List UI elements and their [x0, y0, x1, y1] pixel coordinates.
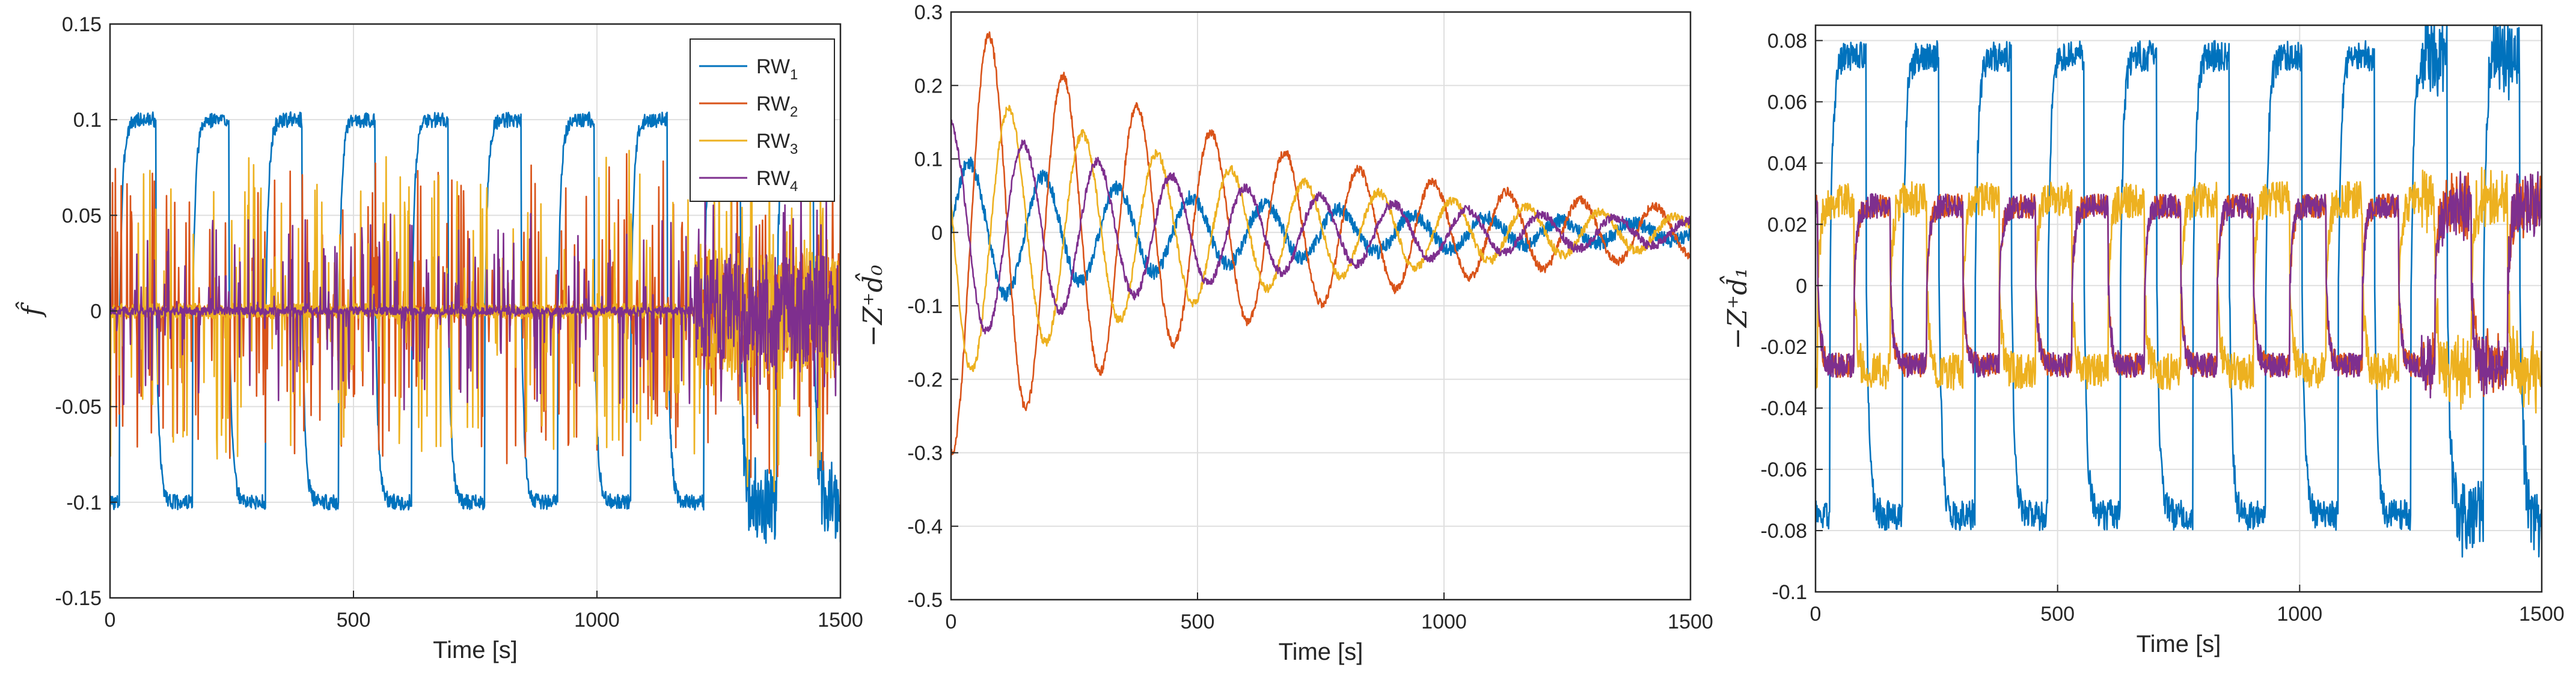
series-line-rw3 — [951, 105, 1690, 373]
y-tick-label: -0.15 — [55, 587, 102, 610]
x-tick-label: 500 — [1181, 610, 1215, 633]
x-tick-label: 0 — [1810, 603, 1822, 626]
x-tick-label: 1000 — [574, 609, 620, 632]
series-line-rw4 — [951, 119, 1690, 335]
y-tick-label: 0 — [90, 300, 102, 323]
y-tick-label: -0.4 — [907, 516, 943, 538]
y-tick-label: -0.1 — [66, 492, 102, 514]
x-tick-label: 1500 — [1668, 610, 1713, 633]
y-tick-label: -0.06 — [1761, 458, 1808, 481]
x-tick-label: 1000 — [2277, 603, 2323, 626]
y-tick-label: 0.02 — [1767, 213, 1807, 236]
y-tick-label: -0.05 — [55, 396, 102, 419]
chart-panel-d0: 0 500 1000 1500 -0.5 -0.4 -0.3 -0.2 -0.1 0 0.1 0.2 0… — [854, 1, 1713, 665]
x-tick-label: 500 — [2040, 603, 2075, 626]
y-tick-label: 0.15 — [62, 13, 102, 36]
series-line-rw3 — [1816, 166, 2542, 414]
x-tick-label: 0 — [946, 610, 957, 633]
x-axis-label: Time [s] — [1279, 639, 1363, 665]
y-tick-label: 0.04 — [1767, 152, 1807, 175]
plot-frame — [1814, 24, 2543, 593]
chart-panel-f-hat: 0 500 1000 1500 -0.15 -0.1 -0.05 0 0.05 0.1 0.15 T… — [14, 13, 863, 663]
x-tick-label: 1500 — [2519, 603, 2565, 626]
y-tick-label: -0.1 — [907, 295, 943, 318]
y-tick-label: 0 — [1796, 275, 1807, 297]
y-tick-label: -0.2 — [907, 368, 943, 391]
y-axis-label: −Z⁺d̂₁ — [1718, 267, 1753, 349]
series-line-rw2 — [951, 31, 1690, 455]
y-tick-label: 0 — [931, 222, 943, 245]
y-tick-label: 0.2 — [914, 75, 943, 97]
y-tick-label: -0.1 — [1772, 581, 1807, 604]
chart-panel-d1: 0 500 1000 1500 -0.1 -0.08 -0.06 -0.04 -0.02 0 0.0… — [1718, 24, 2565, 657]
x-tick-label: 0 — [105, 609, 116, 632]
y-tick-label: -0.08 — [1761, 520, 1808, 543]
plot-area — [1816, 25, 2542, 592]
y-tick-label: 0.3 — [914, 1, 943, 24]
y-tick-label: -0.02 — [1761, 336, 1808, 359]
y-tick-label: 0.05 — [62, 204, 102, 227]
x-tick-label: 1000 — [1421, 610, 1467, 633]
y-tick-label: 0.08 — [1767, 29, 1807, 52]
y-tick-label: 0.1 — [914, 148, 943, 171]
legend: RW1 RW2 RW3 RW4 — [690, 38, 835, 202]
x-tick-label: 1500 — [818, 609, 863, 632]
x-axis-label: Time [s] — [433, 637, 518, 663]
series-line-rw4 — [110, 180, 840, 424]
x-axis-label: Time [s] — [2137, 631, 2221, 657]
y-axis-label: −Z⁺d̂₀ — [854, 264, 889, 347]
series-line-rw1 — [1816, 25, 2542, 558]
y-axis-label: f̂ — [14, 301, 47, 318]
y-tick-label: -0.5 — [907, 589, 943, 612]
y-tick-label: -0.3 — [907, 442, 943, 465]
y-tick-label: 0.1 — [73, 109, 102, 132]
legend-label: RW4 — [756, 167, 798, 195]
legend-label: RW3 — [756, 130, 798, 157]
x-tick-label: 500 — [337, 609, 371, 632]
legend-label: RW2 — [756, 93, 798, 120]
y-tick-label: -0.04 — [1761, 397, 1808, 420]
legend-label: RW1 — [756, 55, 798, 83]
series-line-rw4 — [1816, 171, 2542, 399]
y-tick-label: 0.06 — [1767, 91, 1807, 114]
